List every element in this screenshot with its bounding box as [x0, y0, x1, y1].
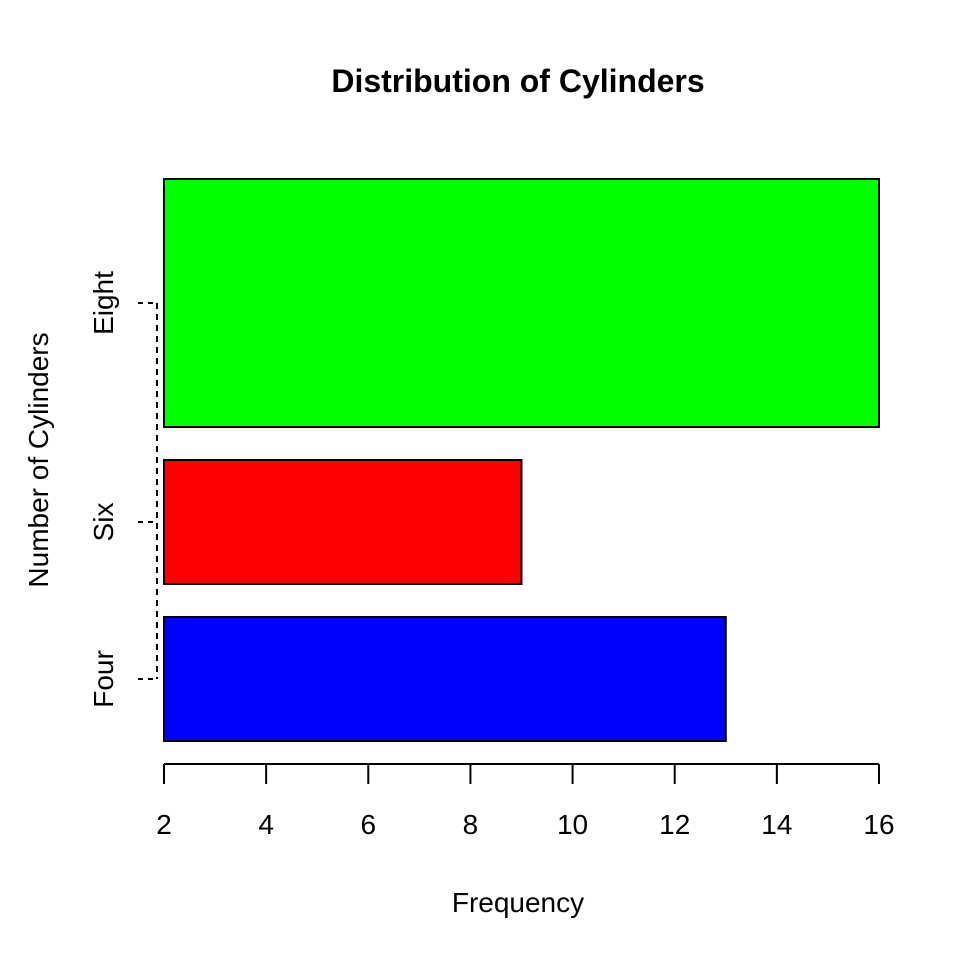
y-axis-label: Number of Cylinders: [23, 332, 54, 587]
y-axis: Four Six Eight: [88, 271, 158, 708]
bar-four: [163, 616, 727, 742]
y-tick-label: Eight: [88, 271, 119, 335]
bars-group: [163, 178, 880, 742]
y-tick-label: Four: [88, 650, 119, 708]
x-tick-label: 12: [659, 809, 690, 840]
x-tick-label: 8: [463, 809, 479, 840]
x-tick-label: 2: [156, 809, 172, 840]
x-axis: 2 4 6 8 10 12 14 16: [156, 763, 895, 840]
bar-six: [163, 459, 523, 585]
x-tick-label: 6: [360, 809, 376, 840]
chart-title: Distribution of Cylinders: [331, 63, 704, 99]
x-tick-label: 10: [557, 809, 588, 840]
x-tick-label: 16: [863, 809, 894, 840]
x-tick-label: 4: [258, 809, 274, 840]
x-tick-label: 14: [761, 809, 792, 840]
x-axis-label: Frequency: [452, 887, 584, 918]
y-tick-label: Six: [88, 503, 119, 542]
bar-eight: [163, 178, 880, 428]
